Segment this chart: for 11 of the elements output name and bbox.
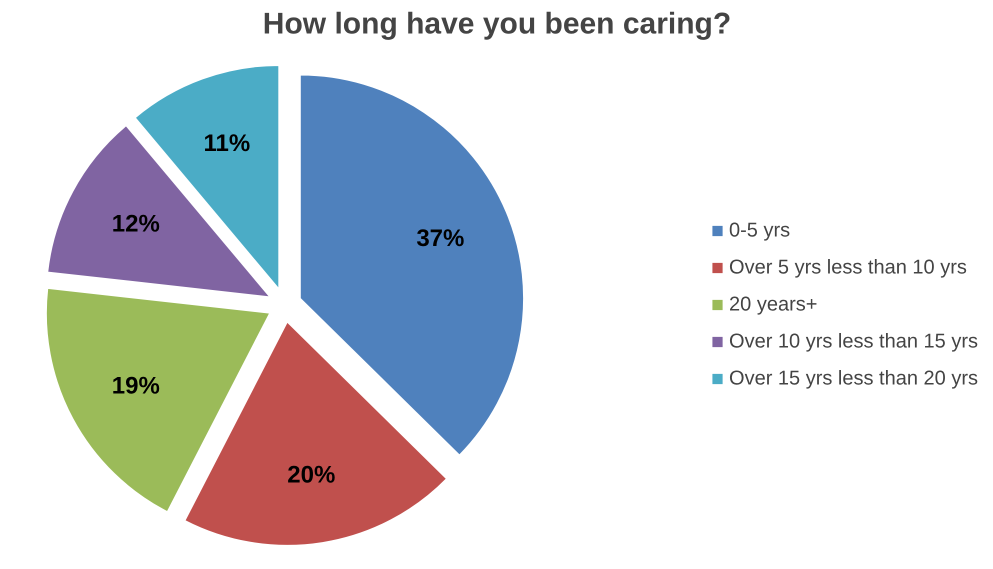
legend-label: Over 10 yrs less than 15 yrs <box>729 330 978 353</box>
data-label: 12% <box>112 210 160 238</box>
data-label: 37% <box>416 225 464 252</box>
legend-label: Over 15 yrs less than 20 yrs <box>729 367 978 390</box>
data-label: 11% <box>204 130 250 157</box>
legend-label: 0-5 yrs <box>729 219 790 242</box>
chart-title: How long have you been caring? <box>262 8 732 40</box>
legend-label: Over 5 yrs less than 10 yrs <box>729 256 967 279</box>
legend-label: 20 years+ <box>729 293 818 316</box>
data-label: 20% <box>287 461 336 488</box>
data-label: 19% <box>112 372 160 400</box>
